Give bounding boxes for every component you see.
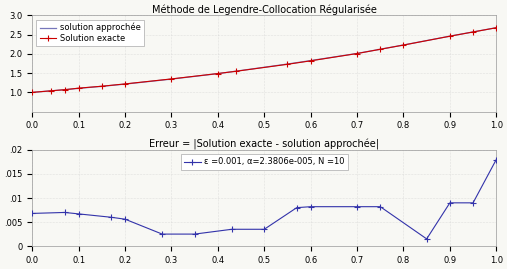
solution approchée <box>493 26 499 29</box>
Solution exacte <box>99 85 105 88</box>
Line: Solution exacte: Solution exacte <box>29 25 499 95</box>
solution approchée <box>99 85 105 88</box>
Title: Méthode de Legendre-Collocation Régularisée: Méthode de Legendre-Collocation Régulari… <box>152 4 377 15</box>
solution approchée <box>284 62 291 66</box>
ε =0.001, α=2.3806e-005, N =10 <box>192 232 198 236</box>
ε =0.001, α=2.3806e-005, N =10 <box>308 205 314 208</box>
ε =0.001, α=2.3806e-005, N =10 <box>470 201 476 204</box>
Solution exacte <box>48 89 54 93</box>
ε =0.001, α=2.3806e-005, N =10 <box>159 232 165 236</box>
ε =0.001, α=2.3806e-005, N =10 <box>62 211 68 214</box>
solution approchée <box>233 69 239 73</box>
ε =0.001, α=2.3806e-005, N =10 <box>493 158 499 161</box>
ε =0.001, α=2.3806e-005, N =10 <box>261 228 267 231</box>
solution approchée <box>401 43 407 47</box>
ε =0.001, α=2.3806e-005, N =10 <box>108 216 114 219</box>
Solution exacte <box>62 88 68 91</box>
solution approchée <box>122 83 128 86</box>
solution approchée <box>447 34 453 38</box>
ε =0.001, α=2.3806e-005, N =10 <box>354 205 360 208</box>
ε =0.001, α=2.3806e-005, N =10 <box>447 201 453 204</box>
Legend: ε =0.001, α=2.3806e-005, N =10: ε =0.001, α=2.3806e-005, N =10 <box>180 154 348 170</box>
ε =0.001, α=2.3806e-005, N =10 <box>294 206 300 209</box>
solution approchée <box>48 89 54 93</box>
ε =0.001, α=2.3806e-005, N =10 <box>122 218 128 221</box>
solution approchée <box>308 59 314 62</box>
Legend: solution approchée, Solution exacte: solution approchée, Solution exacte <box>37 20 144 47</box>
ε =0.001, α=2.3806e-005, N =10 <box>424 237 430 240</box>
Solution exacte <box>377 48 383 51</box>
Solution exacte <box>29 91 35 94</box>
Solution exacte <box>308 59 314 62</box>
Solution exacte <box>470 30 476 34</box>
ε =0.001, α=2.3806e-005, N =10 <box>29 212 35 215</box>
Title: Erreur = |Solution exacte - solution approchée|: Erreur = |Solution exacte - solution app… <box>149 139 379 150</box>
solution approchée <box>62 88 68 91</box>
solution approchée <box>354 52 360 55</box>
Line: ε =0.001, α=2.3806e-005, N =10: ε =0.001, α=2.3806e-005, N =10 <box>29 157 499 242</box>
solution approchée <box>76 87 82 90</box>
Solution exacte <box>354 52 360 55</box>
Solution exacte <box>168 77 174 80</box>
Line: solution approchée: solution approchée <box>32 28 496 92</box>
Solution exacte <box>76 87 82 90</box>
solution approchée <box>168 77 174 81</box>
Solution exacte <box>493 26 499 29</box>
solution approchée <box>377 48 383 51</box>
solution approchée <box>215 72 221 75</box>
Solution exacte <box>215 72 221 75</box>
ε =0.001, α=2.3806e-005, N =10 <box>377 205 383 208</box>
Solution exacte <box>284 63 291 66</box>
Solution exacte <box>233 70 239 73</box>
solution approchée <box>470 30 476 34</box>
solution approchée <box>29 91 35 94</box>
Solution exacte <box>447 35 453 38</box>
Solution exacte <box>122 82 128 86</box>
ε =0.001, α=2.3806e-005, N =10 <box>76 212 82 215</box>
Solution exacte <box>401 44 407 47</box>
ε =0.001, α=2.3806e-005, N =10 <box>229 228 235 231</box>
